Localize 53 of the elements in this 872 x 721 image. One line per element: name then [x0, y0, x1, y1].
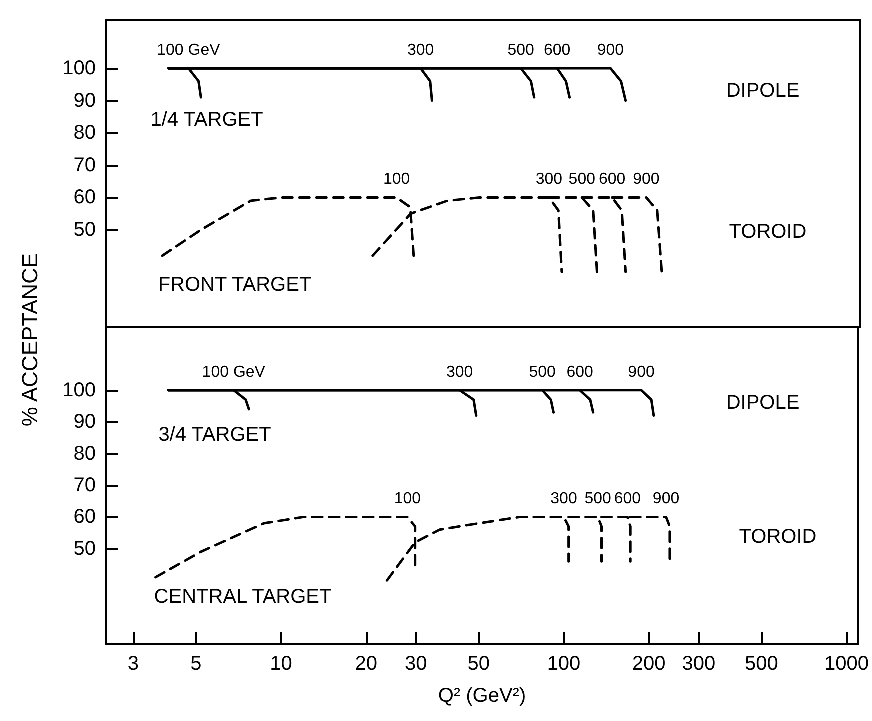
- x-tick-label: 50: [468, 653, 490, 675]
- y-tick-label: 90: [74, 411, 96, 434]
- x-tick-label: 20: [355, 653, 378, 675]
- x-axis-title: Q² (GeV²): [438, 685, 526, 707]
- series-label: 300: [407, 42, 434, 59]
- series-label: 500: [584, 490, 612, 508]
- annotation: TOROID: [729, 221, 807, 243]
- y-tick-label: 90: [74, 90, 96, 112]
- x-tick-label: 100: [547, 653, 581, 675]
- y-tick-label: 80: [74, 122, 96, 144]
- annotation: 3/4 TARGET: [158, 424, 272, 446]
- annotation: CENTRAL TARGET: [154, 586, 332, 608]
- y-tick-label: 50: [74, 538, 96, 560]
- series-label: 500: [508, 42, 534, 59]
- x-tick-label: 10: [270, 653, 292, 675]
- y-tick-label: 80: [74, 442, 96, 465]
- x-tick-label: 500: [744, 653, 778, 675]
- series-label: 300: [536, 171, 563, 188]
- y-tick-label: 100: [62, 57, 96, 80]
- series-label: 600: [614, 490, 642, 508]
- annotation: DIPOLE: [726, 80, 800, 102]
- series-label: 100: [383, 171, 410, 188]
- y-tick-label: 50: [74, 219, 96, 242]
- x-tick-label: 200: [632, 653, 666, 675]
- annotation: FRONT TARGET: [158, 274, 312, 296]
- y-tick-label: 70: [74, 154, 96, 176]
- series-label: 100 GeV: [202, 364, 266, 381]
- annotation: TOROID: [739, 526, 817, 548]
- y-tick-label: 60: [74, 186, 96, 209]
- series-label: 100 GeV: [157, 42, 221, 59]
- y-axis-title: % ACCEPTANCE: [18, 253, 42, 427]
- series-label: 600: [566, 364, 594, 381]
- series-label: 600: [598, 171, 626, 188]
- annotation: 1/4 TARGET: [150, 109, 264, 131]
- series-label: 900: [628, 364, 655, 381]
- series-label: 600: [544, 42, 571, 59]
- series-label: 300: [550, 490, 578, 508]
- series-label: 300: [446, 364, 474, 381]
- series-label: 500: [529, 364, 556, 381]
- y-tick-label: 100: [62, 379, 96, 402]
- x-tick-label: 1000: [824, 653, 870, 675]
- annotation: DIPOLE: [726, 392, 800, 414]
- x-tick-label: 30: [405, 653, 428, 675]
- series-label: 100: [394, 490, 422, 508]
- x-tick-label: 3: [128, 653, 139, 675]
- y-tick-label: 70: [74, 474, 96, 496]
- x-tick-label: 300: [682, 653, 716, 675]
- series-label: 500: [568, 171, 596, 188]
- series-label: 900: [652, 490, 680, 508]
- series-label: 900: [633, 171, 660, 188]
- series-label: 900: [597, 42, 624, 59]
- x-tick-label: 5: [190, 653, 202, 675]
- y-tick-label: 60: [74, 506, 96, 528]
